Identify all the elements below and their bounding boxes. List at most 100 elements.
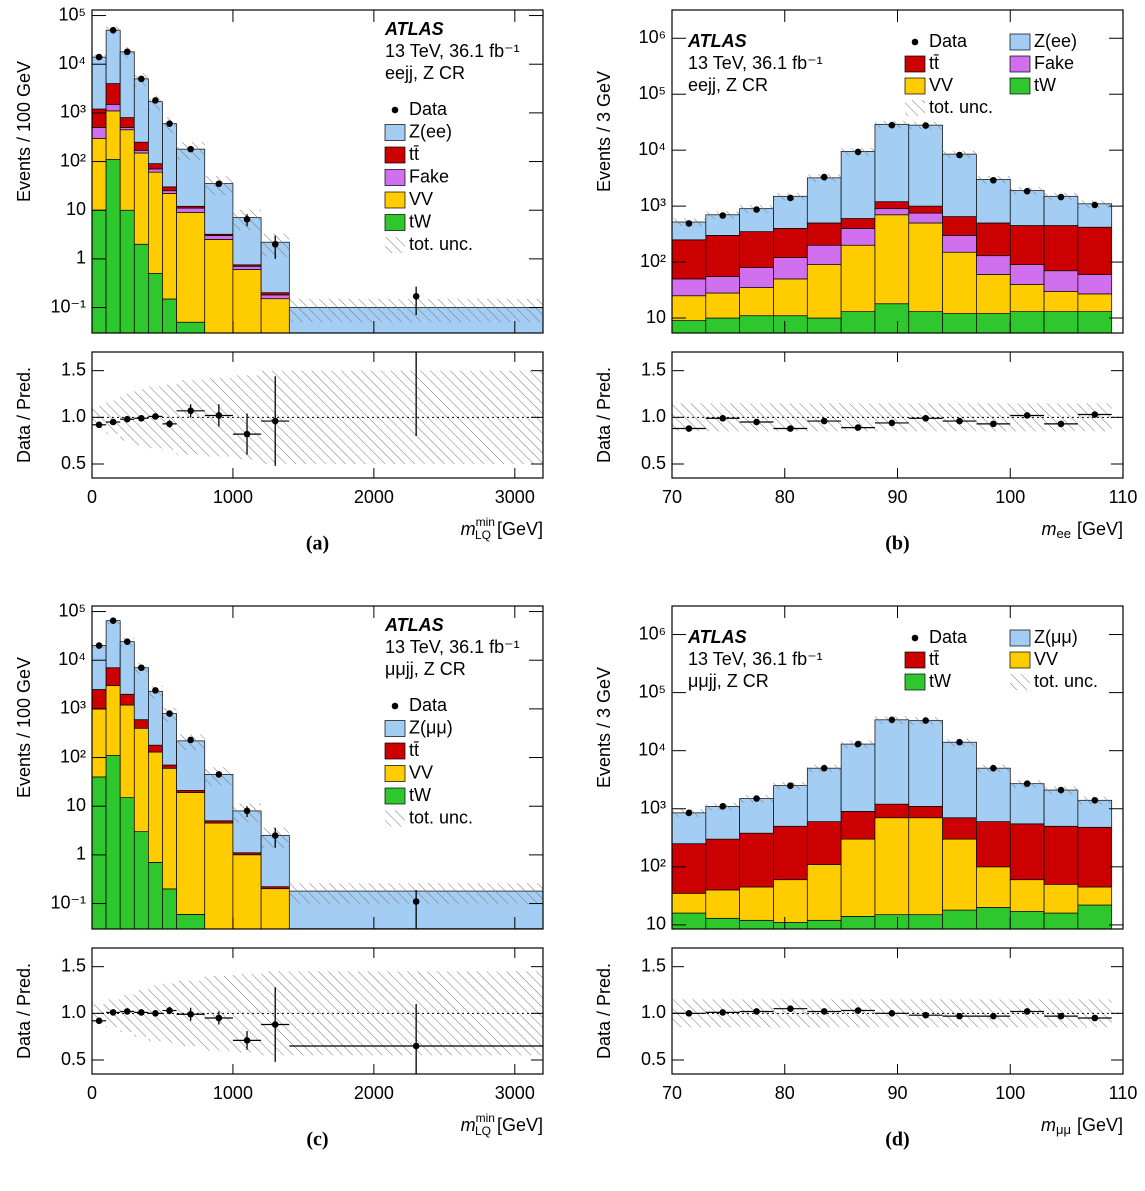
data-point [922, 122, 929, 129]
legend-label: Z(ee) [409, 121, 452, 141]
data-point [138, 75, 145, 83]
y-tick-label: 10 [66, 795, 86, 815]
stack-segment [806, 864, 842, 921]
main-plot [92, 617, 543, 929]
stack-segment [148, 171, 163, 274]
data-point [187, 145, 194, 153]
stack-segment [133, 141, 149, 151]
ratio-unc-band [162, 384, 177, 450]
stack-segment [672, 278, 707, 297]
legend-swatch [384, 742, 406, 760]
stack-segment [773, 315, 808, 333]
data-point [820, 764, 828, 772]
x-tick-label: 1000 [213, 1083, 253, 1103]
stack-segment [806, 767, 842, 822]
stack-segment [162, 298, 177, 333]
stack-segment [232, 854, 262, 929]
stack-segment [133, 78, 149, 143]
stack-segment [773, 825, 808, 881]
stack-segment [739, 919, 774, 929]
y-axis-label: Events / 3 GeV [594, 667, 614, 788]
stack-segment [1043, 912, 1079, 929]
legend-label: tt̄ [929, 53, 939, 73]
x-tick-label: 0 [87, 487, 97, 507]
plot-frame [91, 9, 544, 334]
legend-swatch [384, 765, 406, 782]
stack-segment [705, 317, 741, 333]
stack-segment [119, 797, 135, 929]
ratio-point [166, 420, 173, 428]
stack-segment [1043, 290, 1079, 313]
stack-segment [942, 909, 977, 929]
stack-segment [874, 719, 910, 805]
ratio-point [787, 1005, 794, 1012]
ratio-plot [92, 352, 543, 466]
stack-segment [148, 751, 163, 863]
stack-segment [942, 153, 977, 217]
ratio-y-tick-label: 1.0 [641, 1002, 666, 1022]
ratio-point [888, 419, 896, 427]
stack-segment [92, 708, 107, 778]
data-point [854, 740, 862, 748]
stack-segment [976, 866, 1011, 908]
stack-segment [1077, 904, 1113, 929]
y-tick-label: 10³ [60, 102, 86, 122]
main-plot [92, 26, 543, 371]
y-tick-label: 10⁵ [59, 4, 86, 24]
y-tick-label: 10³ [640, 195, 666, 215]
ratio-point [95, 1017, 103, 1025]
legend-marker [911, 38, 919, 46]
legend-swatch [385, 237, 405, 253]
stack-segment [976, 255, 1011, 275]
legend-label: VV [409, 189, 433, 209]
stack-segment [1009, 264, 1045, 285]
x-axis-label: mmin LQ [GeV] [461, 515, 543, 542]
stack-segment [1009, 225, 1045, 265]
stack-segment [739, 832, 774, 888]
stack-segment [92, 776, 107, 929]
ratio-point [152, 1010, 159, 1017]
stack-segment [672, 812, 707, 845]
stack-segment [806, 821, 842, 865]
x-label-unit: [GeV] [1077, 1115, 1123, 1135]
stack-segment [205, 338, 233, 356]
annotation: ATLAS [384, 615, 444, 635]
data-point [888, 716, 896, 724]
y-tick-label: 10⁻¹ [50, 296, 86, 316]
stack-segment [874, 914, 910, 929]
stack-segment [162, 764, 177, 769]
stack-segment [162, 888, 177, 929]
stack-segment [942, 251, 977, 314]
legend-marker [911, 634, 919, 642]
ratio-point [215, 412, 223, 419]
data-point [152, 97, 159, 104]
legend-label: tot. unc. [409, 807, 473, 827]
data-point [787, 194, 794, 202]
x-tick-label: 90 [887, 487, 907, 507]
stack-segment [105, 755, 121, 929]
legend-swatch [1009, 629, 1031, 647]
stack-segment [1077, 311, 1113, 333]
data-point [95, 642, 103, 649]
stack-segment [942, 838, 977, 911]
main-plot [672, 716, 1113, 929]
ratio-y-tick-label: 1.0 [61, 1002, 86, 1022]
stack-segment [119, 704, 135, 798]
ratio-point [990, 420, 997, 428]
stack-segment [233, 338, 261, 371]
ratio-point [152, 413, 159, 420]
stack-segment [232, 265, 262, 270]
legend-swatch [905, 100, 925, 116]
data-point [685, 220, 693, 227]
stack-segment [705, 276, 741, 294]
data-point [719, 803, 727, 810]
x-label-symbol: m [1042, 519, 1057, 539]
x-tick-label: 2000 [354, 487, 394, 507]
stack-segment [1009, 823, 1045, 881]
legend-label: tW [929, 671, 951, 691]
ratio-point [109, 1009, 117, 1016]
y-tick-label: 10 [646, 307, 666, 327]
legend-swatch [384, 214, 406, 231]
legend-label: Z(ee) [1034, 31, 1077, 51]
x-label-symbol: m [461, 519, 476, 539]
